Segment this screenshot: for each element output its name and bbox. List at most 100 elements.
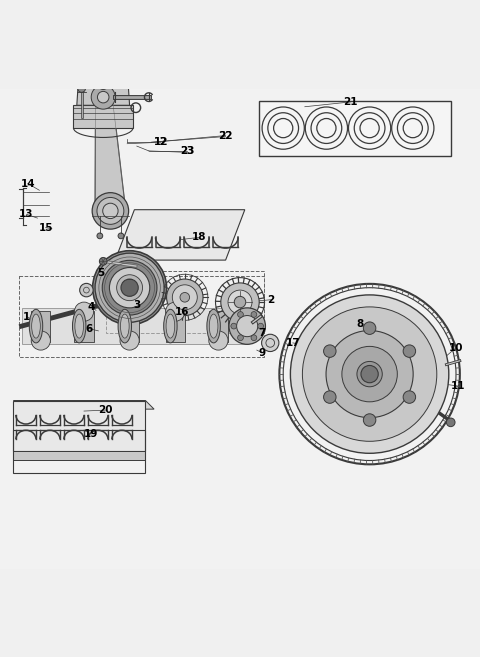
Text: 12: 12 [154,137,168,147]
Circle shape [167,279,203,315]
Text: 15: 15 [38,223,53,233]
Circle shape [357,361,382,387]
Text: 12: 12 [154,137,168,147]
Text: 14: 14 [21,179,35,189]
Circle shape [209,331,228,350]
Text: 18: 18 [192,233,206,242]
Circle shape [166,302,185,321]
Ellipse shape [209,314,218,338]
Text: 23: 23 [180,146,194,156]
Circle shape [237,315,258,336]
Circle shape [99,258,107,265]
Text: 13: 13 [19,210,34,219]
Circle shape [238,311,243,317]
Circle shape [324,391,336,403]
Circle shape [238,335,243,340]
Circle shape [97,91,109,103]
Circle shape [80,283,93,297]
Circle shape [342,346,397,402]
Circle shape [103,203,118,219]
Circle shape [93,251,167,325]
Text: 20: 20 [98,405,113,415]
Ellipse shape [120,314,129,338]
Circle shape [258,323,264,329]
Ellipse shape [164,309,177,343]
Circle shape [234,296,246,308]
Text: 9: 9 [258,348,265,357]
Polygon shape [31,311,50,342]
Text: 21: 21 [343,97,358,107]
Bar [19,276,264,357]
Ellipse shape [29,309,43,343]
Circle shape [97,78,109,89]
Polygon shape [209,311,228,342]
Text: 8: 8 [356,319,364,328]
Text: 16: 16 [175,307,190,317]
Circle shape [361,365,378,383]
Bar [106,271,264,333]
Polygon shape [77,83,130,105]
Circle shape [118,233,124,238]
Bar [22,308,247,344]
Ellipse shape [207,309,220,343]
Text: 19: 19 [84,429,98,439]
Text: 17: 17 [286,338,300,348]
Text: 7: 7 [258,328,265,338]
Polygon shape [95,83,126,211]
Circle shape [302,307,437,442]
Circle shape [231,323,237,329]
Circle shape [117,275,143,301]
Circle shape [74,302,94,321]
Circle shape [172,285,197,310]
Circle shape [91,85,115,109]
Circle shape [221,283,259,321]
Text: 2: 2 [267,295,275,305]
Circle shape [403,345,416,357]
Circle shape [97,198,124,224]
Text: 5: 5 [97,268,105,279]
Ellipse shape [166,314,175,338]
Text: 10: 10 [449,343,463,353]
Circle shape [363,414,376,426]
Circle shape [121,279,138,296]
Circle shape [251,335,257,340]
Circle shape [95,253,164,323]
Text: 11: 11 [451,381,466,391]
Bar [13,451,145,459]
Ellipse shape [32,314,40,338]
Text: 1: 1 [23,311,30,321]
Polygon shape [74,311,94,342]
Circle shape [262,334,279,351]
Text: 3: 3 [133,300,141,309]
Circle shape [363,322,376,334]
Circle shape [102,260,157,315]
Ellipse shape [118,309,132,343]
Circle shape [120,331,139,350]
Circle shape [31,331,50,350]
Text: 4: 4 [87,302,95,312]
Polygon shape [73,105,133,128]
Circle shape [109,267,150,308]
Bar [13,430,145,474]
Circle shape [446,418,455,426]
Circle shape [228,290,252,314]
Ellipse shape [72,309,86,343]
Polygon shape [120,311,139,342]
Bar [259,101,451,156]
Circle shape [78,85,85,93]
Circle shape [324,345,336,357]
Text: 23: 23 [180,146,194,156]
Polygon shape [166,311,185,342]
Circle shape [251,311,257,317]
Polygon shape [115,210,245,260]
Bar [13,401,145,451]
Circle shape [403,391,416,403]
Circle shape [180,292,190,302]
Circle shape [229,308,265,344]
Circle shape [92,193,129,229]
Circle shape [326,330,413,418]
Text: 22: 22 [219,131,232,141]
Text: 6: 6 [85,323,93,334]
Ellipse shape [75,314,84,338]
Circle shape [290,295,449,453]
